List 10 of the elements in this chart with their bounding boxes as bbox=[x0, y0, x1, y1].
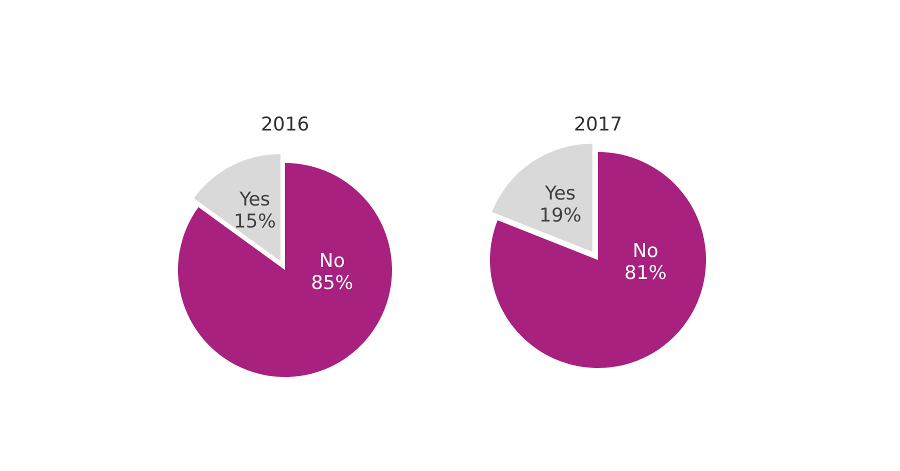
data-label: 15% bbox=[234, 210, 276, 233]
slice-label: Yes bbox=[238, 188, 270, 211]
data-label: 19% bbox=[539, 204, 582, 227]
slice-label: Yes bbox=[544, 182, 576, 205]
slice-label: No bbox=[319, 250, 345, 272]
slice-label: No bbox=[632, 240, 658, 262]
chart-title: 2016 bbox=[260, 114, 310, 136]
data-label: 85% bbox=[310, 272, 354, 294]
chart-title: 2017 bbox=[574, 114, 622, 136]
data-label: 81% bbox=[624, 262, 667, 284]
